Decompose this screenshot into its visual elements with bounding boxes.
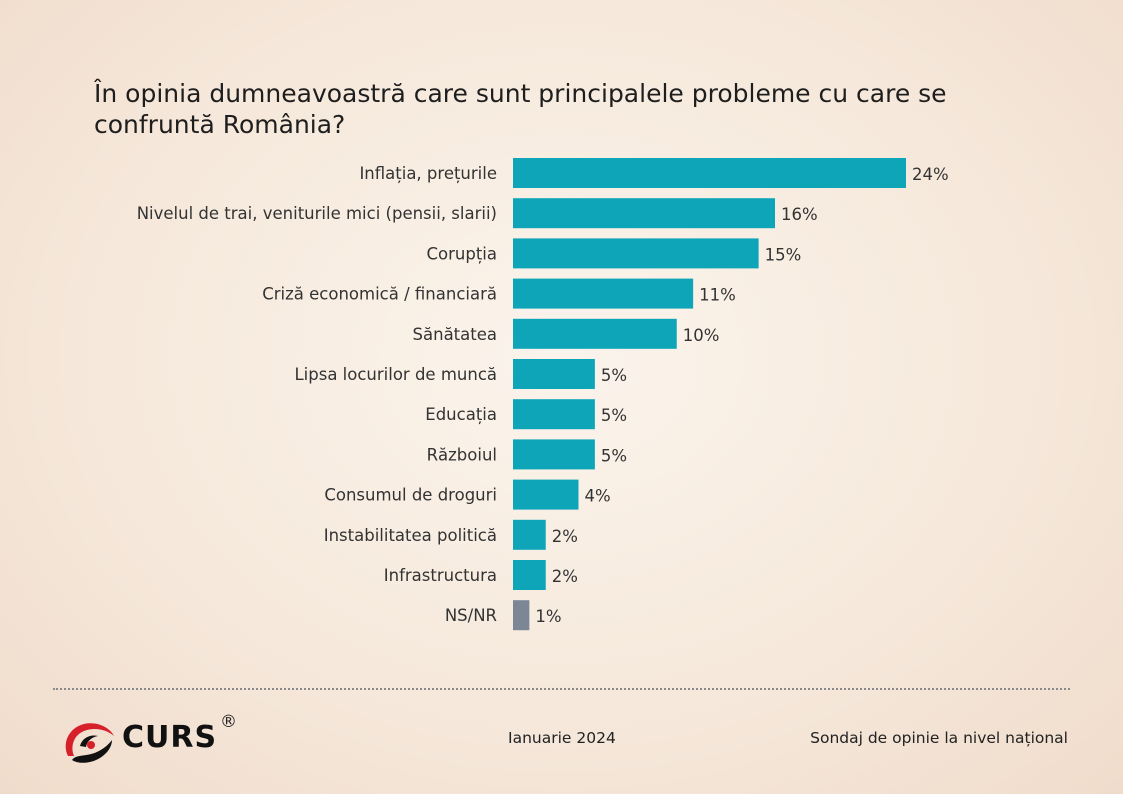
category-label: Criză economică / financiară [262, 285, 497, 304]
bar-chart: Inflația, prețurile 24% Nivelul de trai, v… [137, 158, 949, 631]
bar [513, 278, 694, 309]
footer-divider [53, 688, 1070, 690]
category-label: Inflația, prețurile [359, 164, 497, 183]
brand-logo: CURS ® [60, 712, 250, 766]
value-label: 11% [699, 286, 736, 305]
bar [513, 600, 530, 631]
bar [513, 158, 906, 188]
category-label: Nivelul de trai, veniturile mici (pensii… [137, 204, 497, 223]
registered-mark: ® [220, 712, 237, 732]
category-label: Educația [425, 405, 497, 424]
chart-title: În opinia dumneavoastră care sunt princi… [94, 79, 947, 139]
category-label: Instabilitatea politică [324, 526, 497, 545]
bar [513, 359, 595, 389]
value-label: 2% [552, 527, 578, 546]
category-label: Lipsa locurilor de muncă [294, 365, 497, 384]
survey-description: Sondaj de opinie la nivel național [810, 729, 1068, 747]
category-label: Corupția [427, 244, 498, 263]
category-label: Infrastructura [384, 566, 497, 585]
category-label: Războiul [427, 445, 497, 464]
bar [513, 198, 775, 229]
value-label: 4% [585, 487, 611, 506]
value-label: 10% [683, 326, 720, 345]
category-label: Consumul de droguri [324, 486, 497, 505]
value-label: 24% [912, 165, 949, 184]
category-label: Sănătatea [413, 325, 497, 344]
category-label: NS/NR [445, 606, 497, 625]
bar [513, 439, 595, 470]
bar [513, 318, 677, 349]
bar [513, 560, 546, 590]
bar [513, 479, 579, 510]
value-label: 15% [765, 245, 802, 264]
value-label: 5% [601, 446, 627, 465]
bar [513, 238, 759, 269]
bar [513, 399, 595, 430]
value-label: 1% [535, 607, 561, 626]
value-label: 5% [601, 366, 627, 385]
value-label: 2% [552, 567, 578, 586]
curs-swirl-logo-icon [65, 723, 114, 763]
bar [513, 519, 546, 550]
value-label: 5% [601, 406, 627, 425]
brand-name: CURS [122, 720, 218, 755]
survey-date: Ianuarie 2024 [508, 729, 616, 747]
value-label: 16% [781, 205, 818, 224]
